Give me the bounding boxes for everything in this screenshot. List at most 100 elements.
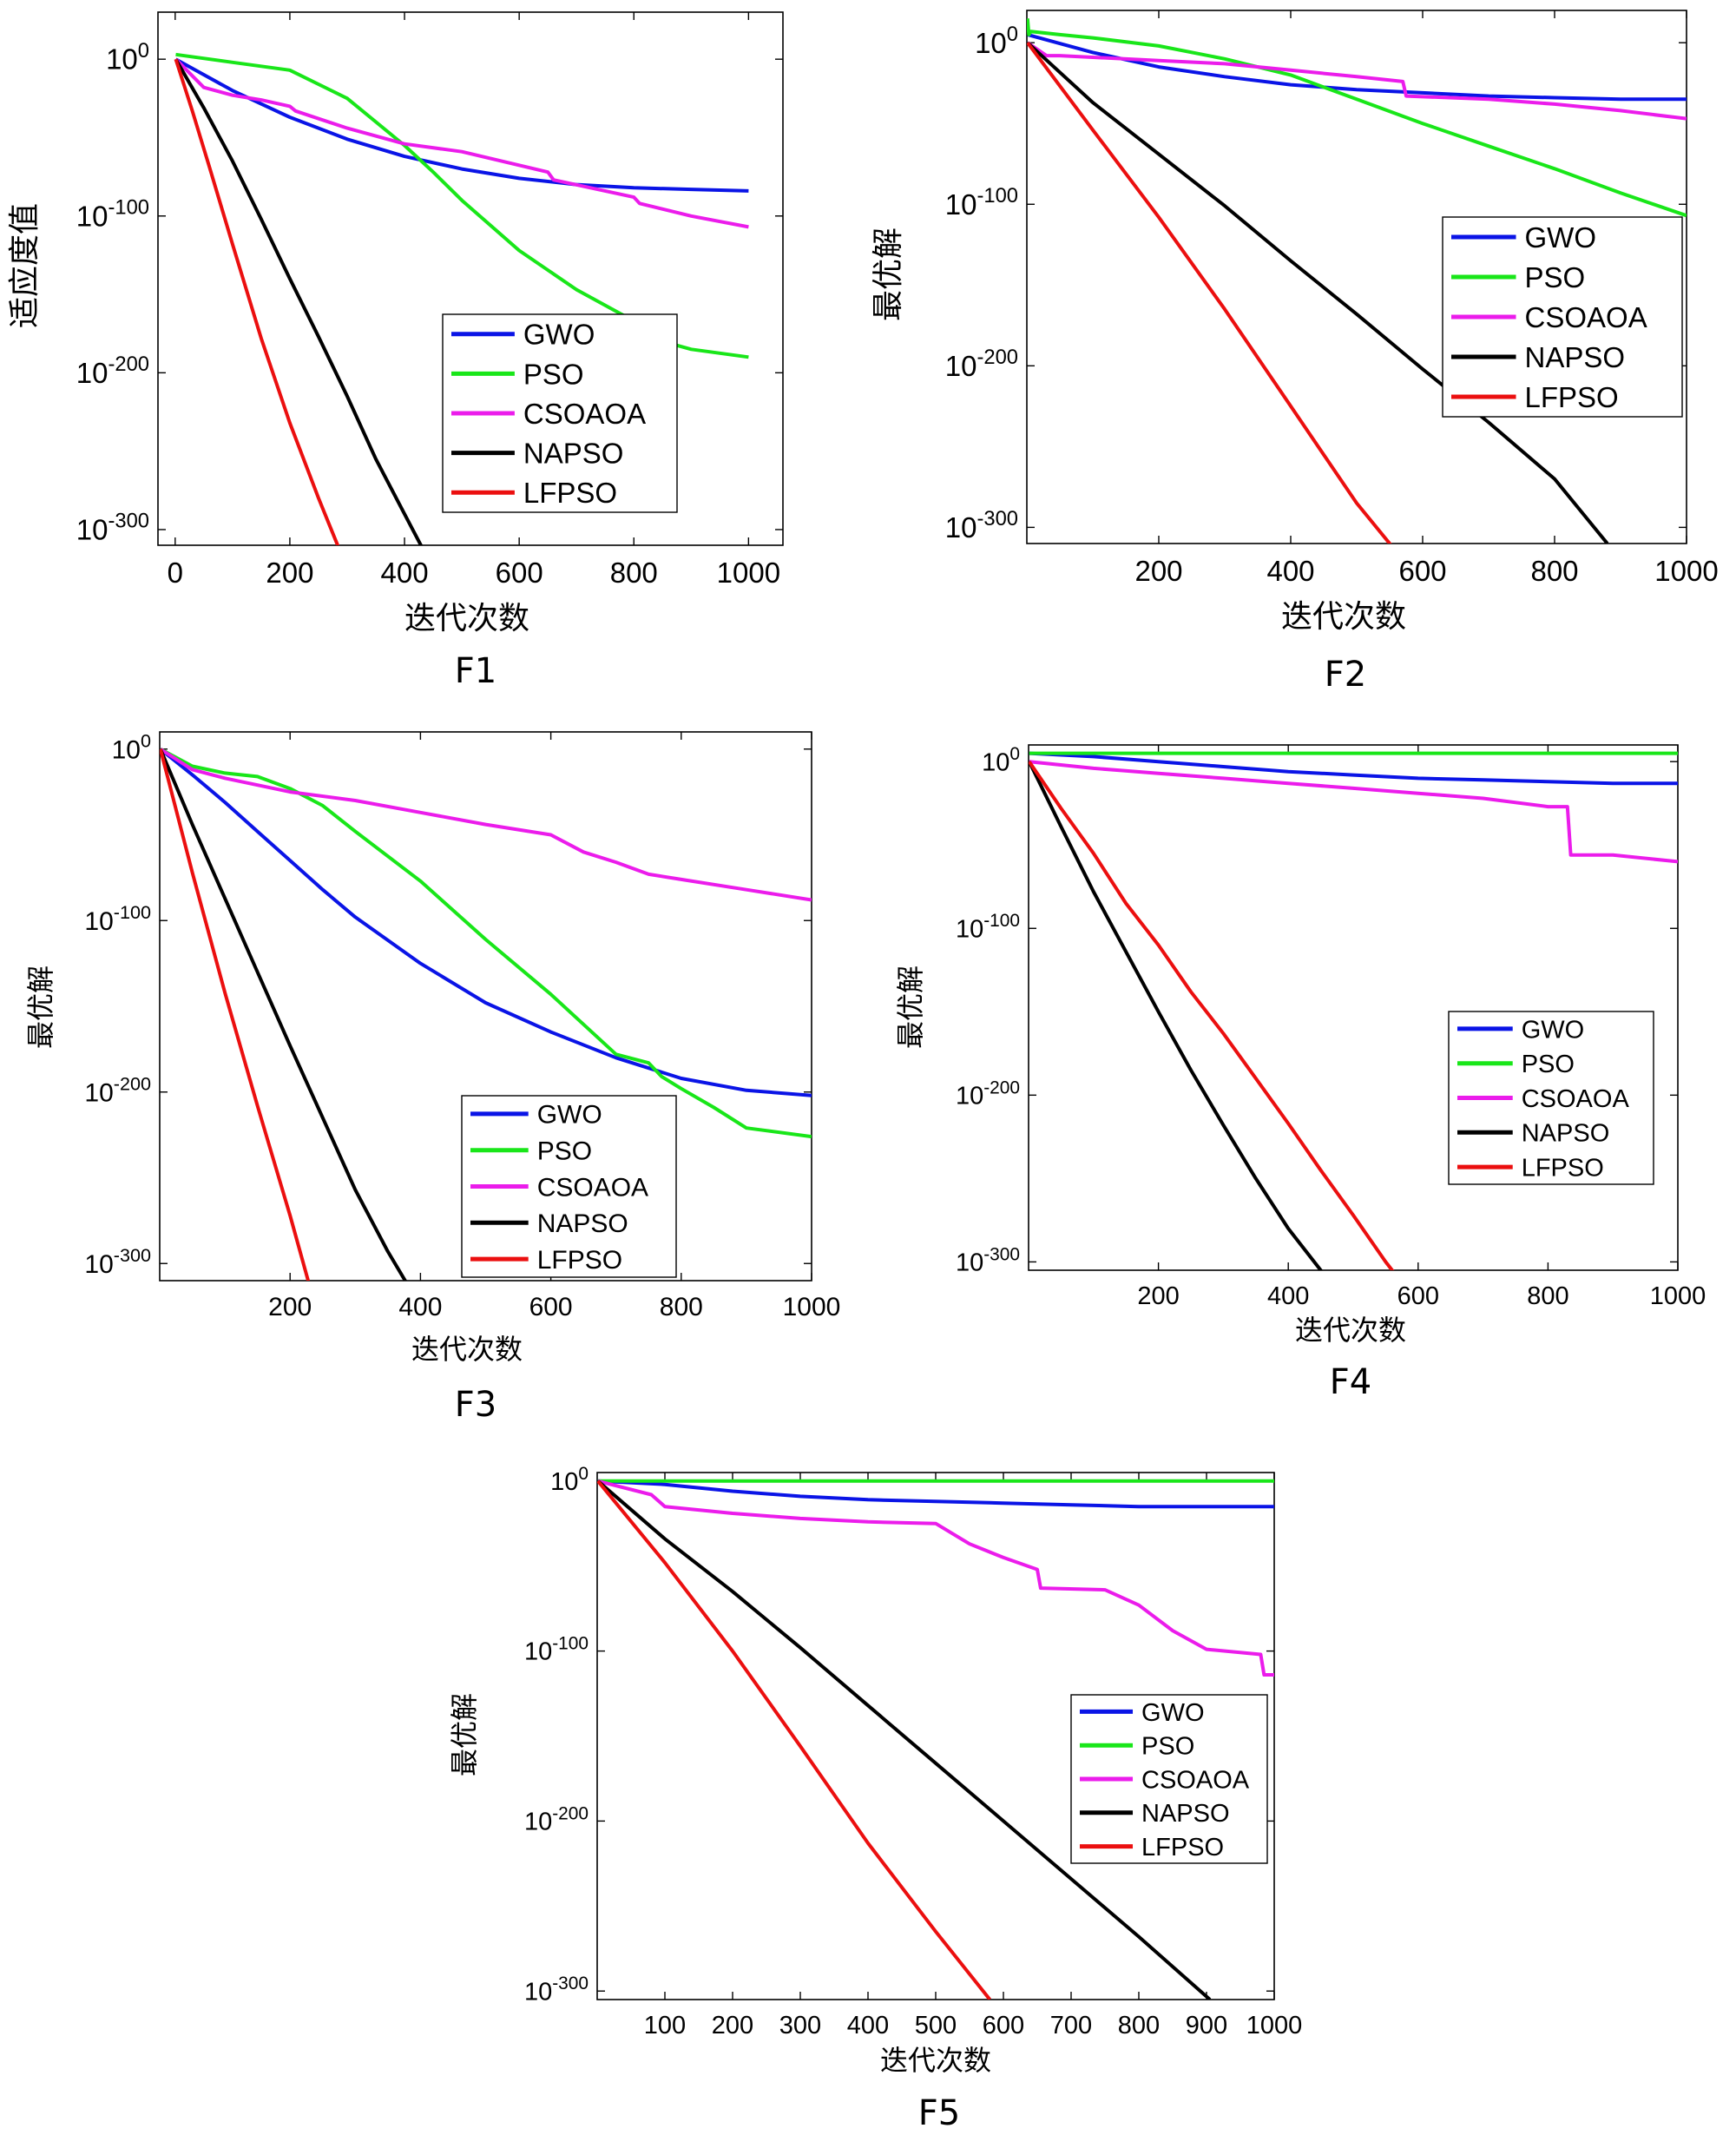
x-tick-label: 800 (1118, 2012, 1160, 2039)
series-lines (1029, 751, 1678, 1270)
x-tick-label: 1000 (1246, 2012, 1303, 2039)
series-line-napso (174, 58, 424, 545)
x-tick-label: 200 (268, 1293, 312, 1321)
legend-label-csoaoa: CSOAOA (523, 398, 646, 430)
panel-caption: F1 (455, 651, 496, 691)
x-tick-label: 800 (610, 557, 658, 589)
panel-f4: 200 400 600 800 1000 100 10-100 10-200 10-300 GWO… (894, 744, 1706, 1402)
y-tick-label: 100 (975, 23, 1018, 59)
x-axis-label: 迭代次数 (880, 2044, 991, 2077)
x-tick-label: 0 (168, 557, 183, 589)
legend-label-pso: PSO (537, 1137, 592, 1166)
legend-label-lfpso: LFPSO (537, 1246, 622, 1275)
series-lines (597, 1479, 1274, 2000)
x-tick-label: 300 (779, 2012, 821, 2039)
x-tick-label: 900 (1186, 2012, 1227, 2039)
series-line-napso (1029, 761, 1323, 1270)
x-tick-label: 600 (983, 2012, 1024, 2039)
x-tick-label: 1000 (783, 1293, 841, 1321)
legend-label-lfpso: LFPSO (1141, 1834, 1224, 1862)
legend-label-csoaoa: CSOAOA (1525, 301, 1647, 333)
panel-caption: F4 (1330, 1362, 1371, 1402)
x-tick-label: 600 (1398, 555, 1446, 587)
panel-f3: 200 400 600 800 1000 100 10-100 10-200 10-300 GWO… (24, 730, 840, 1425)
series-line-lfpso (1029, 761, 1395, 1270)
x-tick-label: 1000 (1654, 555, 1718, 587)
series-line-napso (160, 748, 408, 1281)
legend-label-lfpso: LFPSO (1522, 1155, 1604, 1183)
x-axis-label: 迭代次数 (411, 1333, 523, 1366)
x-tick-label: 600 (529, 1293, 573, 1321)
x-tick-label: 800 (660, 1293, 703, 1321)
y-tick-label: 10-200 (84, 1073, 151, 1108)
series-line-gwo (174, 57, 749, 193)
x-tick-label: 500 (915, 2012, 957, 2039)
y-tick-label: 10-200 (956, 1077, 1020, 1110)
y-tick-label: 10-200 (945, 346, 1018, 382)
series-line-lfpso (174, 58, 340, 545)
panel-f5: 100 200 300 400 500 600 700 800 900 1000 100 10-100… (448, 1464, 1302, 2133)
legend-label-csoaoa: CSOAOA (1522, 1085, 1630, 1113)
x-tick-label: 800 (1530, 555, 1578, 587)
series-line-gwo (597, 1479, 1274, 1509)
legend-label-gwo: GWO (1525, 221, 1596, 254)
y-tick-label: 10-100 (524, 1634, 589, 1666)
x-tick-label: 1000 (717, 557, 780, 589)
x-tick-label: 200 (1137, 1282, 1179, 1310)
panel-caption: F2 (1325, 655, 1366, 695)
x-axis-label: 迭代次数 (1295, 1314, 1406, 1347)
y-tick-label: 10-300 (945, 507, 1018, 544)
x-tick-label: 400 (398, 1293, 442, 1321)
series-line-csoaoa (160, 748, 812, 902)
legend-label-lfpso: LFPSO (523, 477, 617, 509)
y-tick-label: 100 (112, 730, 151, 765)
panel-f2: 200 400 600 800 1000 100 10-100 10-200 10-300 GWO… (871, 10, 1719, 695)
panel-caption: F5 (918, 2093, 960, 2133)
y-tick-label: 10-100 (945, 184, 1018, 221)
series-line-gwo (1029, 751, 1678, 786)
legend-label-gwo: GWO (537, 1101, 602, 1130)
series-line-csoaoa (174, 57, 749, 229)
series-line-lfpso (160, 748, 311, 1281)
series-line-lfpso (1027, 42, 1392, 544)
series-line-csoaoa (1029, 760, 1678, 864)
legend: GWO PSO CSOAOA NAPSO LFPSO (1070, 1694, 1268, 1864)
y-axis-label: 最优解 (24, 965, 57, 1049)
x-tick-label: 200 (1134, 555, 1182, 587)
legend-label-napso: NAPSO (523, 437, 624, 469)
legend: GWO PSO CSOAOA NAPSO LFPSO (442, 313, 678, 513)
series-line-gwo (1027, 32, 1687, 102)
x-tick-label: 400 (1267, 1282, 1309, 1310)
x-tick-label: 100 (644, 2012, 686, 2039)
y-tick-label: 100 (106, 39, 149, 76)
series-line-pso (160, 748, 812, 1139)
legend-label-gwo: GWO (523, 319, 595, 351)
x-tick-label: 200 (712, 2012, 753, 2039)
panel-f1: 0 200 400 600 800 1000 100 10-100 10-200 10-300 GW… (7, 11, 784, 691)
series-lines (1027, 18, 1687, 544)
legend-label-pso: PSO (523, 358, 584, 390)
legend-label-csoaoa: CSOAOA (1141, 1766, 1250, 1794)
series-lines (160, 748, 812, 1281)
x-tick-label: 1000 (1650, 1282, 1706, 1310)
y-axis-label: 最优解 (894, 965, 927, 1049)
series-line-napso (1027, 41, 1609, 544)
x-tick-label: 200 (266, 557, 313, 589)
panel-caption: F3 (455, 1385, 496, 1425)
legend-label-napso: NAPSO (1141, 1800, 1230, 1828)
legend-label-pso: PSO (1141, 1733, 1194, 1761)
y-tick-label: 10-300 (524, 1974, 589, 2006)
legend-label-napso: NAPSO (1525, 341, 1626, 373)
x-axis-label: 迭代次数 (404, 601, 529, 636)
y-axis-label: 最优解 (871, 227, 906, 321)
x-tick-label: 400 (847, 2012, 889, 2039)
x-tick-label: 400 (1266, 555, 1314, 587)
legend-label-pso: PSO (1522, 1051, 1575, 1078)
series-line-csoaoa (597, 1479, 1274, 1677)
y-tick-label: 10-100 (84, 901, 151, 936)
x-tick-label: 600 (496, 557, 543, 589)
legend-label-lfpso: LFPSO (1525, 381, 1619, 413)
plot-area (1028, 744, 1679, 1271)
y-tick-label: 10-200 (76, 353, 149, 389)
